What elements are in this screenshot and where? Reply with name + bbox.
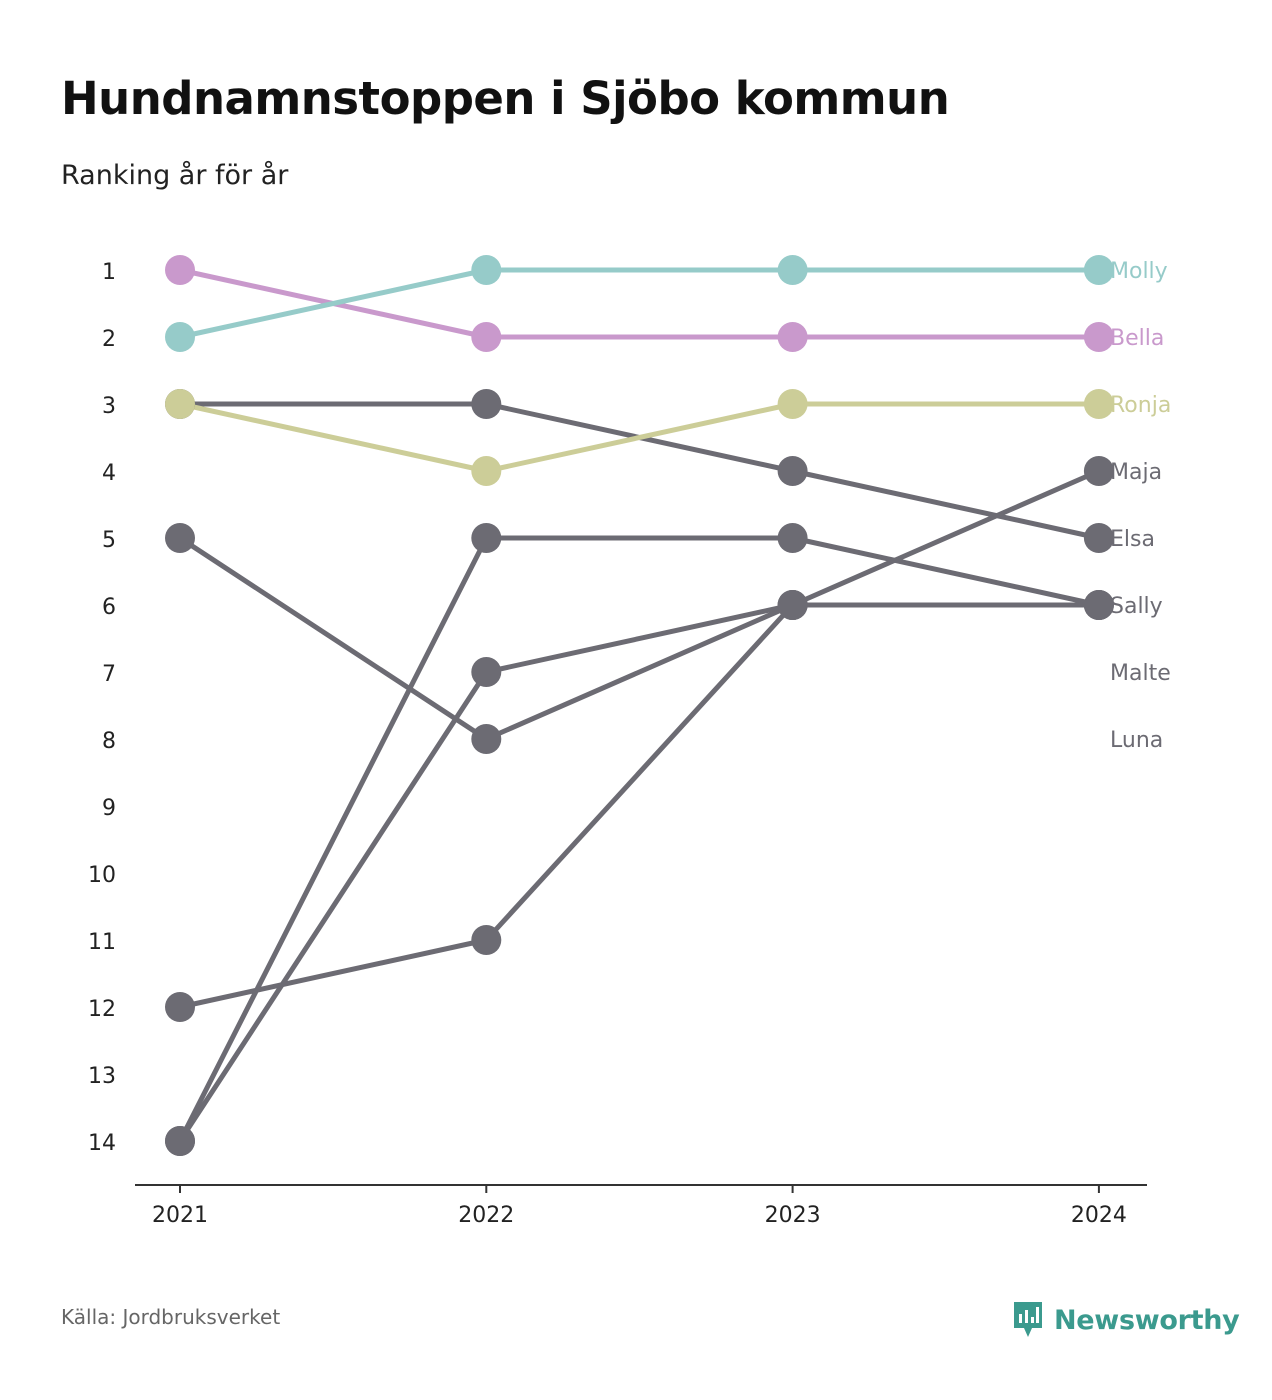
series-label-luna: Luna — [1110, 728, 1163, 753]
series-label-molly: Molly — [1110, 259, 1168, 284]
point-molly-2022 — [471, 255, 502, 285]
y-tick-label-11: 11 — [88, 930, 116, 955]
point-ronja-2024 — [1083, 389, 1114, 419]
point-elsa-2023 — [777, 456, 808, 486]
point-maja-2021 — [165, 992, 195, 1022]
point-luna-2024 — [1083, 590, 1114, 620]
point-bella-2022 — [471, 322, 502, 352]
y-tick-label-7: 7 — [102, 662, 116, 687]
point-bella-2024 — [1083, 322, 1114, 352]
series-label-maja: Maja — [1110, 460, 1162, 485]
y-tick-label-2: 2 — [102, 327, 116, 352]
x-tick-label-2023: 2023 — [765, 1203, 821, 1228]
newsworthy-logo-icon — [1014, 1302, 1042, 1337]
series-line-elsa — [177, 401, 1102, 541]
chart-title: Hundnamnstoppen i Sjöbo kommun — [61, 72, 950, 125]
point-malte-2022 — [471, 523, 502, 553]
point-ronja-2023 — [777, 389, 808, 419]
series-line-malte — [177, 535, 1102, 1144]
y-tick-label-8: 8 — [102, 729, 116, 754]
point-molly-2023 — [777, 255, 808, 285]
y-tick-label-10: 10 — [88, 863, 116, 888]
y-tick-label-6: 6 — [102, 595, 116, 620]
series-line-maja — [177, 468, 1102, 1010]
point-luna-2023 — [777, 590, 808, 620]
point-luna-2022 — [471, 657, 502, 687]
series-label-bella: Bella — [1110, 326, 1164, 351]
brand-logo[interactable]: Newsworthy — [1012, 1298, 1240, 1342]
x-axis: 2021 2022 2023 2024 — [135, 1184, 1147, 1228]
point-malte-2023 — [777, 523, 808, 553]
series-line-luna — [177, 602, 1102, 1144]
point-bella-2021 — [165, 255, 195, 285]
y-tick-label-9: 9 — [102, 796, 116, 821]
chart-subtitle: Ranking år för år — [61, 160, 289, 191]
point-sally-2021 — [165, 523, 195, 553]
point-elsa-2024 — [1083, 523, 1114, 553]
series-label-elsa: Elsa — [1110, 527, 1155, 552]
x-tick-label-2024: 2024 — [1071, 1203, 1127, 1228]
series-line-bella — [177, 267, 1102, 340]
y-tick-label-14: 14 — [88, 1131, 116, 1156]
y-tick-label-1: 1 — [102, 260, 116, 285]
point-sally-2022 — [471, 724, 502, 754]
series-line-ronja — [177, 401, 1102, 474]
y-tick-label-3: 3 — [102, 394, 116, 419]
point-molly-2021 — [165, 322, 195, 352]
series-label-malte: Malte — [1110, 661, 1171, 686]
point-molly-2024 — [1083, 255, 1114, 285]
series-points — [165, 255, 1114, 1156]
x-tick-label-2022: 2022 — [458, 1203, 514, 1228]
series-label-sally: Sally — [1110, 594, 1163, 619]
point-maja-2022 — [471, 925, 502, 955]
y-tick-label-12: 12 — [88, 997, 116, 1022]
series-labels: Molly Bella Ronja Maja Elsa Sally Malte Luna — [1110, 259, 1171, 753]
point-bella-2023 — [777, 322, 808, 352]
point-luna-2021 — [165, 1126, 195, 1156]
series-label-ronja: Ronja — [1110, 393, 1171, 418]
point-maja-2024 — [1083, 456, 1114, 486]
source-note: Källa: Jordbruksverket — [61, 1305, 281, 1329]
brand-name: Newsworthy — [1054, 1304, 1240, 1336]
x-tick-label-2021: 2021 — [152, 1203, 208, 1228]
series-lines — [177, 267, 1102, 1144]
series-line-molly — [177, 267, 1102, 340]
y-tick-label-13: 13 — [88, 1064, 116, 1089]
y-tick-label-5: 5 — [102, 528, 116, 553]
point-ronja-2022 — [471, 456, 502, 486]
point-elsa-2022 — [471, 389, 502, 419]
point-ronja-2021 — [165, 389, 195, 419]
y-tick-label-4: 4 — [102, 461, 116, 486]
